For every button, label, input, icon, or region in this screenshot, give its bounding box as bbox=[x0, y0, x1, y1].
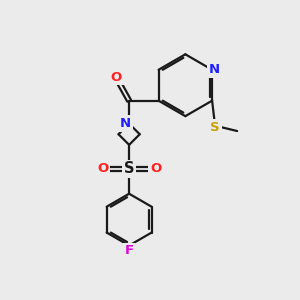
Text: N: N bbox=[209, 63, 220, 76]
Text: F: F bbox=[124, 244, 134, 257]
Text: O: O bbox=[97, 163, 108, 176]
Text: O: O bbox=[150, 163, 161, 176]
Text: S: S bbox=[124, 161, 134, 176]
Text: O: O bbox=[111, 70, 122, 84]
Text: S: S bbox=[210, 121, 220, 134]
Text: N: N bbox=[120, 117, 131, 130]
